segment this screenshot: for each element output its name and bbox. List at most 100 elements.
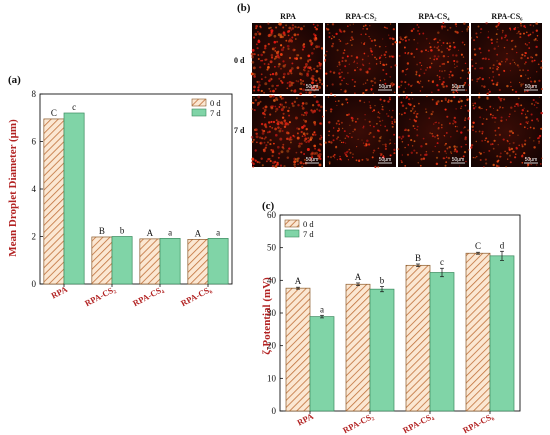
droplet-speck — [389, 76, 391, 78]
droplet-speck — [536, 118, 539, 121]
droplet-speck — [264, 58, 267, 62]
droplet-speck — [404, 165, 407, 167]
droplet-speck — [407, 134, 410, 138]
droplet-speck — [377, 166, 380, 168]
droplet-speck — [321, 82, 324, 86]
droplet-speck — [275, 26, 278, 29]
droplet-speck — [279, 164, 283, 167]
droplet-speck — [379, 79, 382, 82]
droplet-speck — [315, 69, 319, 73]
droplet-speck — [260, 122, 264, 126]
droplet-speck — [492, 67, 494, 69]
droplet-speck — [271, 154, 274, 158]
droplet-speck — [313, 120, 317, 124]
droplet-speck — [345, 153, 347, 156]
droplet-speck — [319, 122, 322, 125]
droplet-speck — [286, 81, 289, 85]
droplet-speck — [297, 104, 300, 107]
droplet-speck — [372, 80, 374, 82]
droplet-speck — [307, 139, 311, 143]
droplet-speck — [410, 139, 413, 142]
droplet-speck — [410, 110, 413, 112]
droplet-speck — [313, 67, 316, 70]
droplet-speck — [269, 26, 272, 29]
droplet-speck — [494, 129, 497, 132]
droplet-speck — [505, 119, 508, 121]
droplet-speck — [480, 108, 482, 110]
droplet-speck — [514, 63, 517, 65]
droplet-speck — [400, 101, 403, 104]
droplet-speck — [481, 140, 483, 142]
droplet-speck — [443, 135, 445, 137]
droplet-speck — [438, 122, 440, 124]
droplet-speck — [270, 29, 274, 33]
droplet-speck — [512, 141, 515, 144]
droplet-speck — [349, 39, 352, 42]
droplet-speck — [295, 57, 299, 60]
droplet-speck — [419, 90, 422, 92]
droplet-speck — [436, 46, 439, 50]
droplet-speck — [251, 60, 255, 64]
droplet-speck — [291, 62, 294, 65]
droplet-speck — [523, 54, 526, 57]
droplet-speck — [492, 147, 495, 150]
scale-bar-label: 50μm — [379, 84, 392, 90]
droplet-speck — [527, 121, 529, 123]
droplet-speck — [435, 102, 438, 106]
droplet-speck — [276, 53, 279, 57]
droplet-speck — [346, 55, 349, 58]
droplet-speck — [269, 138, 272, 142]
droplet-speck — [371, 54, 373, 56]
droplet-speck — [254, 149, 257, 152]
droplet-speck — [269, 113, 272, 116]
droplet-speck — [484, 57, 487, 60]
droplet-speck — [317, 45, 321, 49]
droplet-speck — [257, 88, 260, 92]
droplet-speck — [418, 102, 420, 105]
droplet-speck — [514, 27, 516, 29]
droplet-speck — [286, 149, 290, 153]
droplet-speck — [289, 136, 292, 139]
droplet-speck — [343, 77, 345, 80]
bar-0d-3 — [465, 252, 491, 412]
droplet-speck — [504, 34, 507, 37]
droplet-speck — [363, 42, 366, 46]
droplet-speck — [252, 162, 255, 166]
droplet-speck — [356, 118, 359, 120]
droplet-speck — [388, 109, 391, 112]
droplet-speck — [384, 82, 387, 85]
droplet-speck — [496, 41, 498, 43]
droplet-speck — [327, 155, 330, 158]
droplet-speck — [419, 80, 422, 82]
droplet-speck — [411, 98, 414, 100]
droplet-speck — [526, 122, 529, 125]
droplet-speck — [478, 151, 481, 154]
droplet-speck — [329, 108, 333, 111]
droplet-speck — [342, 141, 345, 144]
droplet-speck — [275, 107, 279, 111]
droplet-speck — [512, 39, 514, 42]
droplet-speck — [275, 133, 278, 137]
droplet-speck — [439, 65, 441, 67]
droplet-speck — [527, 69, 529, 72]
droplet-speck — [401, 161, 403, 164]
panel-c-zeta-chart: (c) ζ-Potential (mV) 0 10 20 30 40 50 60 Aa RPA A… — [261, 200, 521, 435]
droplet-speck — [412, 109, 414, 111]
droplet-speck — [362, 126, 365, 129]
droplet-speck — [441, 70, 443, 73]
droplet-speck — [429, 46, 432, 49]
droplet-speck — [314, 36, 318, 40]
droplet-speck — [290, 83, 293, 87]
droplet-speck — [462, 56, 465, 58]
droplet-speck — [365, 143, 368, 147]
droplet-speck — [286, 156, 290, 159]
droplet-speck — [467, 25, 470, 28]
droplet-speck — [264, 44, 267, 48]
droplet-speck — [531, 60, 534, 63]
droplet-speck — [490, 143, 492, 146]
droplet-speck — [307, 59, 310, 62]
droplet-speck — [505, 58, 509, 61]
droplet-speck — [274, 87, 277, 90]
droplet-speck — [335, 122, 338, 125]
droplet-speck — [350, 54, 353, 58]
